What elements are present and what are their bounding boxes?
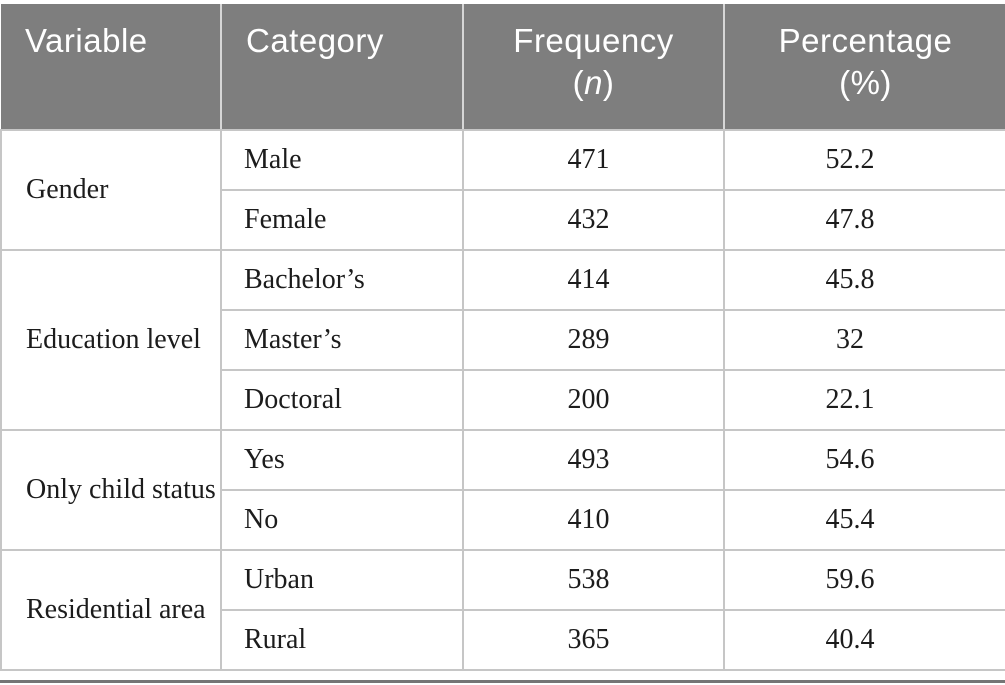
frequency-cell: 414 xyxy=(462,249,725,311)
category-cell: Doctoral xyxy=(220,369,464,431)
frequency-cell: 493 xyxy=(462,429,725,491)
frequency-cell: 289 xyxy=(462,309,725,371)
table-row: Gender Male 471 52.2 xyxy=(0,129,1005,251)
column-header-unit: (n) xyxy=(572,63,615,101)
percentage-cell: 22.1 xyxy=(723,369,1005,431)
category-cell: No xyxy=(220,489,464,551)
column-header-unit: (%) xyxy=(839,63,892,101)
variable-cell-only-child-status: Only child status xyxy=(0,429,222,551)
frequency-cell: 365 xyxy=(462,609,725,671)
category-cell: Yes xyxy=(220,429,464,491)
demographics-table-figure: Variable Category Frequency (n) Percenta… xyxy=(0,4,1005,683)
column-header-variable: Variable xyxy=(1,4,221,131)
frequency-cell: 432 xyxy=(462,189,725,251)
table-row: Doctoral 200 22.1 xyxy=(1,369,1005,431)
table-row: Education level Bachelor’s 414 45.8 xyxy=(0,249,1005,431)
category-cell: Male xyxy=(220,129,464,191)
variable-cell-residential-area: Residential area xyxy=(0,549,222,671)
table-row: Master’s 289 32 xyxy=(1,309,1005,371)
percentage-cell: 52.2 xyxy=(723,129,1005,191)
table-row: Residential area Urban 538 59.6 xyxy=(0,549,1005,671)
table-header: Variable Category Frequency (n) Percenta… xyxy=(1,4,1005,131)
percentage-cell: 54.6 xyxy=(723,429,1005,491)
percentage-cell: 32 xyxy=(723,309,1005,371)
frequency-cell: 200 xyxy=(462,369,725,431)
percentage-cell: 40.4 xyxy=(723,609,1005,671)
header-row: Variable Category Frequency (n) Percenta… xyxy=(1,4,1005,131)
percentage-cell: 59.6 xyxy=(723,549,1005,611)
table-row: Female 432 47.8 xyxy=(1,189,1005,251)
demographics-table: Variable Category Frequency (n) Percenta… xyxy=(0,4,1005,671)
frequency-cell: 410 xyxy=(462,489,725,551)
table-body: Gender Male 471 52.2 Female 432 47.8 Edu… xyxy=(0,129,1005,671)
category-cell: Rural xyxy=(220,609,464,671)
column-header-label: Frequency xyxy=(513,22,674,59)
column-header-label: Category xyxy=(246,22,384,59)
frequency-cell: 471 xyxy=(462,129,725,191)
frequency-cell: 538 xyxy=(462,549,725,611)
percentage-cell: 45.4 xyxy=(723,489,1005,551)
table-row: No 410 45.4 xyxy=(1,489,1005,551)
column-header-label: Percentage xyxy=(778,22,953,59)
table-row: Rural 365 40.4 xyxy=(1,609,1005,671)
variable-cell-gender: Gender xyxy=(0,129,222,251)
column-header-label: Variable xyxy=(25,22,148,59)
column-header-percentage: Percentage (%) xyxy=(723,4,1005,131)
column-header-frequency: Frequency (n) xyxy=(462,4,724,131)
figure-bottom-rule xyxy=(0,680,1005,683)
category-cell: Urban xyxy=(220,549,464,611)
table-row: Only child status Yes 493 54.6 xyxy=(0,429,1005,551)
column-header-category: Category xyxy=(220,4,463,131)
percentage-cell: 47.8 xyxy=(723,189,1005,251)
category-cell: Bachelor’s xyxy=(220,249,464,311)
percentage-cell: 45.8 xyxy=(723,249,1005,311)
category-cell: Master’s xyxy=(220,309,464,371)
category-cell: Female xyxy=(220,189,464,251)
variable-cell-education-level: Education level xyxy=(0,249,222,431)
